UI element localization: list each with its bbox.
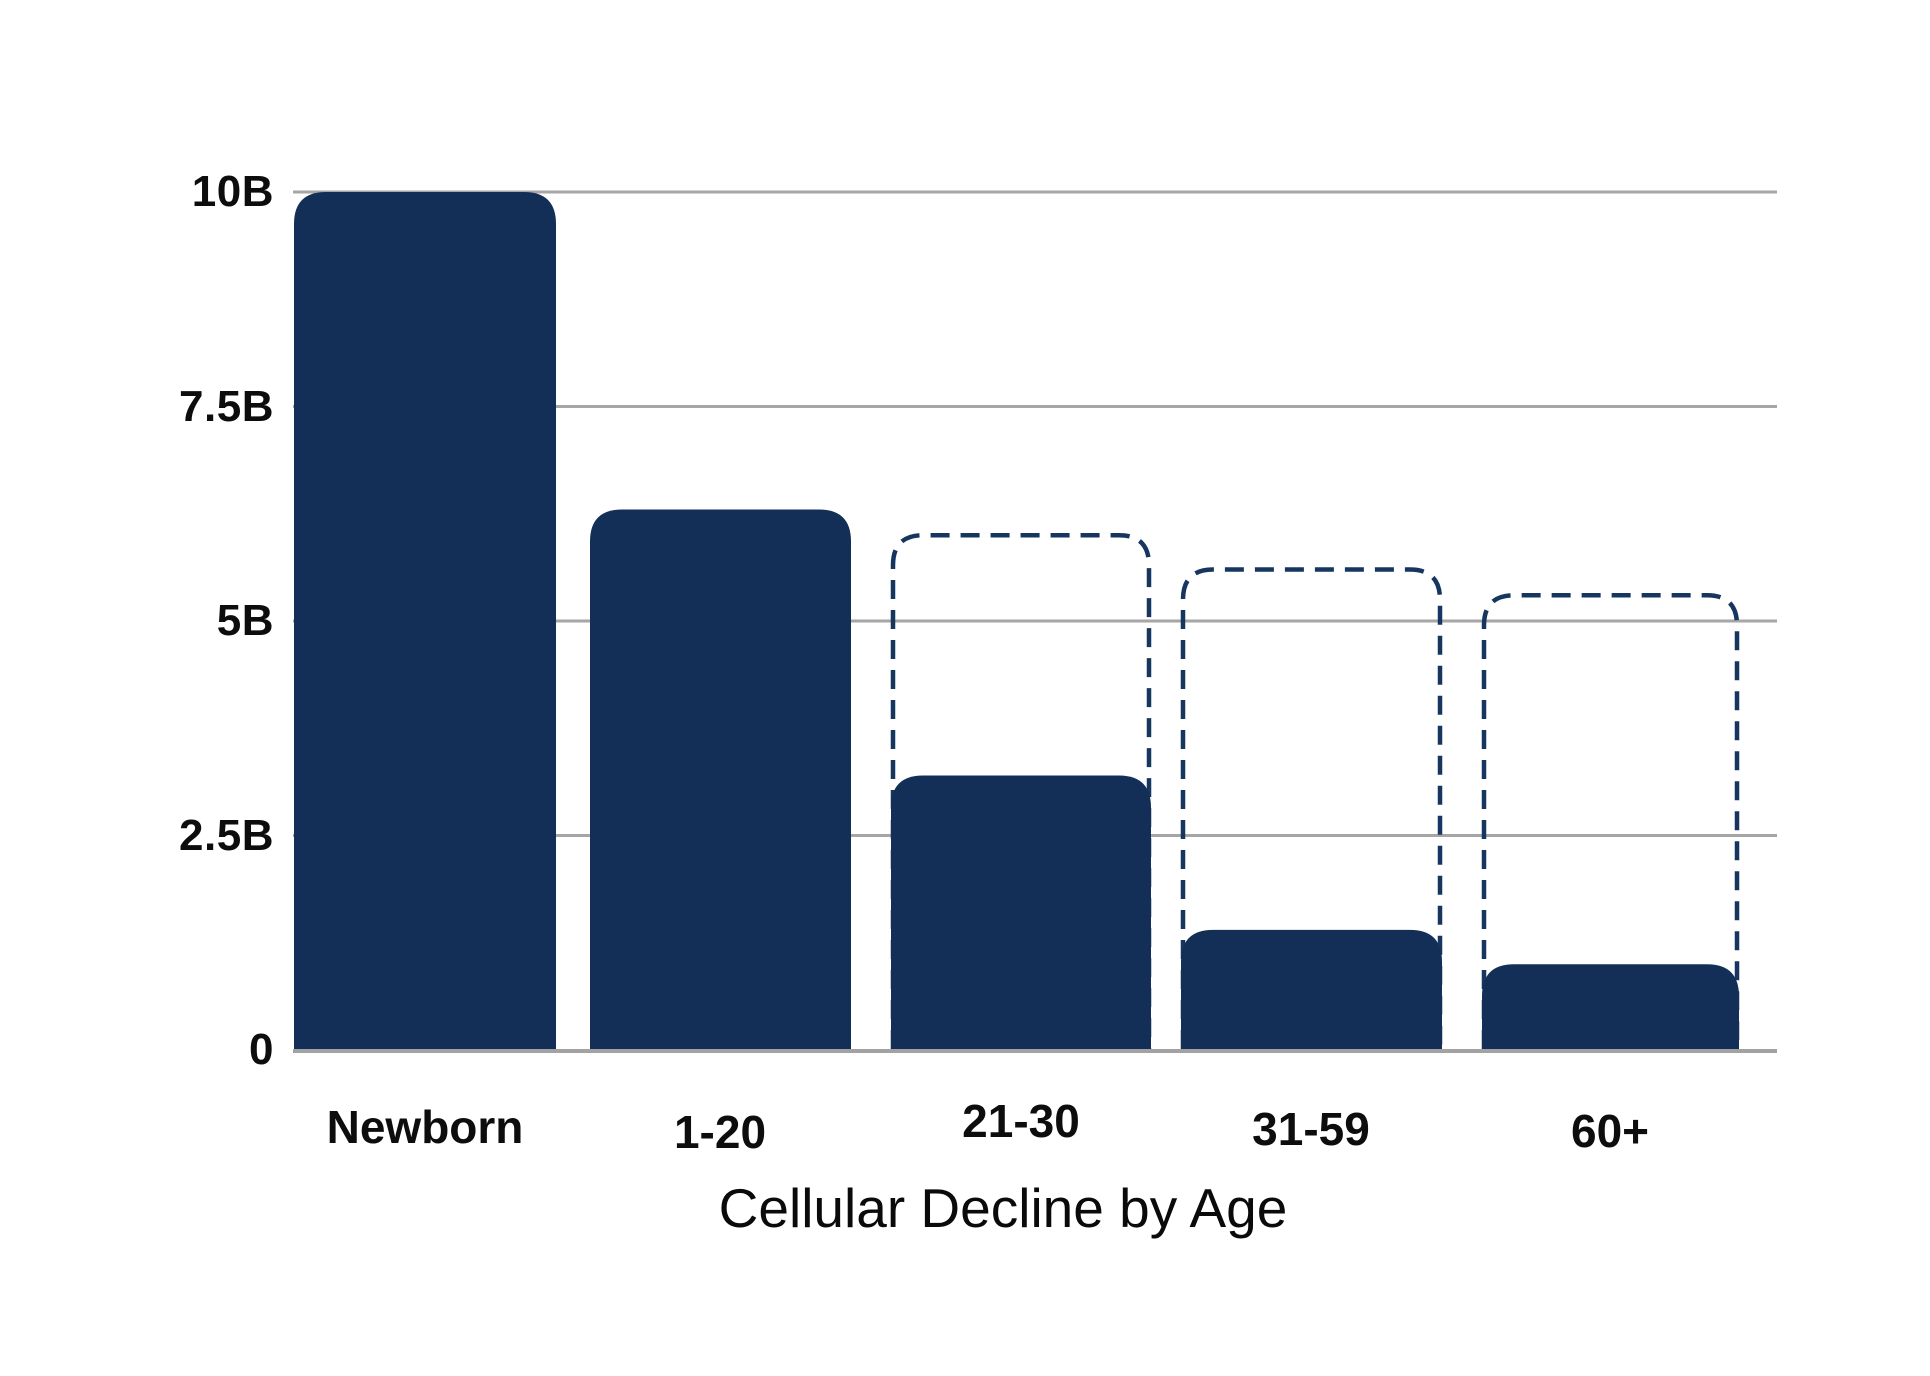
dashed-bar-outline (890, 532, 1152, 1049)
y-tick-label: 7.5B (179, 381, 274, 431)
chart-title: Cellular Decline by Age (718, 1177, 1288, 1239)
bar (891, 775, 1151, 1049)
x-category-label: 1-20 (673, 1106, 767, 1158)
y-tick-label: 5B (216, 596, 274, 645)
x-category-label: 31-59 (1252, 1103, 1370, 1155)
x-category-label: 60+ (1570, 1105, 1650, 1157)
dashed-bar-outline (1481, 593, 1740, 1049)
bar (590, 509, 851, 1050)
bar (1181, 929, 1442, 1049)
y-tick-label: 2.5B (179, 810, 274, 860)
x-category-label: 21-30 (962, 1095, 1080, 1147)
x-category-label: Newborn (326, 1101, 524, 1153)
y-tick-label: 10B (191, 167, 274, 216)
dashed-bar-outline (1180, 567, 1443, 1049)
bar (294, 192, 556, 1049)
y-tick-label: 0 (249, 1025, 274, 1074)
bar (1482, 964, 1739, 1049)
